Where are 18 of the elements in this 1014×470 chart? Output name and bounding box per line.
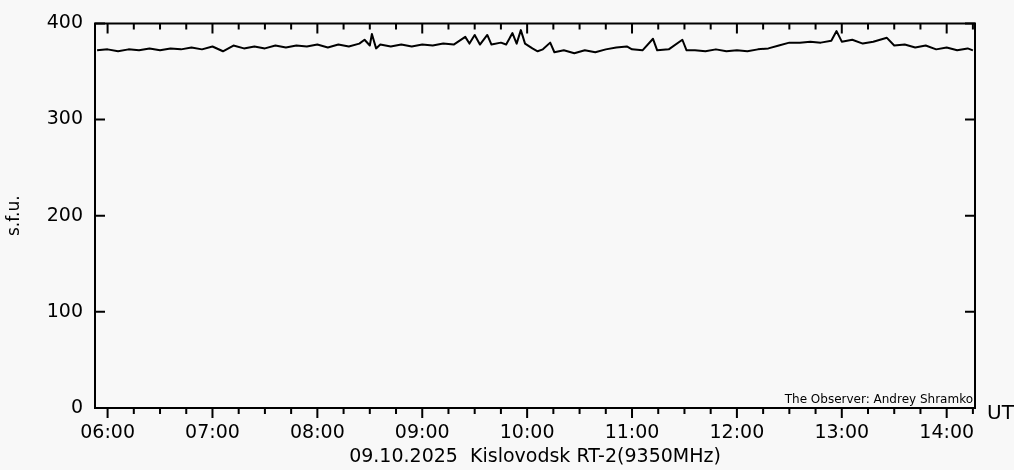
y-tick-label: 300 bbox=[46, 106, 83, 129]
y-tick-label: 200 bbox=[46, 202, 83, 225]
x-tick-label: 14:00 bbox=[919, 420, 975, 443]
y-tick-label: 0 bbox=[70, 394, 83, 417]
annotation: The Observer: Andrey Shramko bbox=[783, 392, 973, 407]
y-tick-label: 100 bbox=[46, 298, 83, 321]
x-tick-label: 06:00 bbox=[80, 420, 135, 443]
x-tick-label: 13:00 bbox=[814, 420, 870, 443]
x-tick-label: 10:00 bbox=[499, 420, 555, 443]
y-axis-title: s.f.u. bbox=[2, 195, 23, 236]
x-tick-label: 09:00 bbox=[394, 420, 450, 443]
y-tick-label: 400 bbox=[46, 10, 83, 33]
text: UT bbox=[987, 400, 1014, 425]
x-tick-label: 07:00 bbox=[185, 420, 240, 443]
x-tick-label: 11:00 bbox=[604, 420, 660, 443]
x-tick-label: 12:00 bbox=[709, 420, 765, 443]
x-tick-label: 08:00 bbox=[289, 420, 345, 443]
x-axis-title: 09.10.2025 Kislovodsk RT-2(9350MHz) bbox=[349, 443, 721, 466]
